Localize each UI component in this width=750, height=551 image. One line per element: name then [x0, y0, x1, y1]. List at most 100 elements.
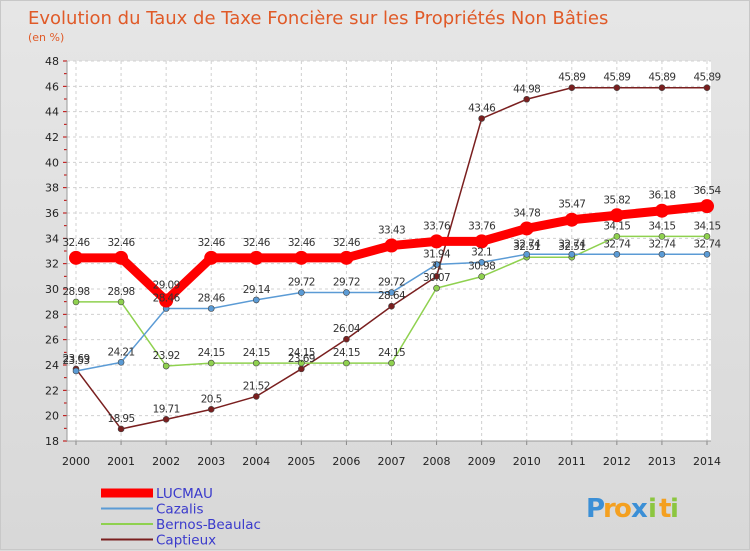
data-point: [703, 84, 711, 92]
data-point: [117, 298, 125, 306]
data-label: 32.1: [471, 246, 492, 258]
data-point: [478, 115, 485, 122]
data-point: [700, 199, 714, 214]
data-point: [613, 233, 621, 240]
data-point: [117, 425, 125, 433]
data-point: [613, 250, 621, 258]
data-label: 23.92: [153, 350, 180, 362]
data-label: 23.69: [62, 353, 89, 365]
data-label: 23.53: [62, 355, 89, 367]
data-label: 36.54: [693, 185, 721, 197]
data-point: [204, 250, 219, 265]
data-label: 32.46: [198, 237, 226, 249]
x-tick-label: 2012: [603, 455, 631, 468]
data-label: 32.51: [558, 241, 585, 253]
data-point: [613, 84, 621, 92]
data-point: [207, 406, 215, 413]
data-point: [658, 84, 666, 92]
data-label: 32.46: [288, 237, 316, 249]
x-tick-label: 2010: [513, 455, 541, 468]
data-label: 32.74: [558, 238, 586, 250]
data-point: [298, 289, 305, 296]
x-tick-label: 2014: [693, 455, 721, 468]
data-point: [252, 296, 260, 304]
data-label: 31: [430, 260, 442, 272]
x-tick-label: 2002: [152, 455, 180, 468]
data-point: [207, 359, 215, 367]
data-point: [294, 250, 309, 265]
logo-letter: x: [631, 494, 648, 524]
data-point: [654, 203, 669, 218]
data-label: 28.46: [198, 293, 226, 305]
y-tick-label: 18: [45, 435, 59, 448]
y-tick-label: 30: [45, 283, 59, 296]
data-point: [298, 359, 305, 367]
legend-label: Captieux: [156, 533, 216, 549]
x-tick-label: 2005: [287, 455, 315, 468]
proxiti-logo: Pro x i ti: [586, 494, 679, 524]
x-tick-label: 2006: [332, 455, 360, 468]
data-point: [249, 250, 264, 265]
data-label: 24.21: [108, 346, 135, 358]
data-label: 32.46: [333, 237, 361, 249]
y-tick-label: 36: [45, 207, 59, 220]
data-label: 33.43: [378, 225, 405, 237]
chart-title: Evolution du Taux de Taxe Foncière sur l…: [28, 8, 608, 29]
logo-letter: t: [659, 494, 671, 524]
data-label: 18.95: [108, 413, 135, 425]
data-point: [433, 284, 440, 292]
x-tick-label: 2007: [378, 455, 406, 468]
data-point: [159, 293, 174, 308]
data-label: 32.46: [108, 237, 136, 249]
y-tick-label: 42: [45, 131, 59, 144]
data-label: 24.15: [243, 347, 270, 359]
data-point: [388, 359, 395, 367]
data-label: 32.74: [603, 238, 631, 250]
data-label: 32.46: [62, 237, 90, 249]
data-label: 33.76: [423, 220, 451, 232]
data-point: [433, 273, 440, 280]
data-point: [703, 250, 711, 258]
data-point: [519, 221, 534, 236]
data-point: [568, 84, 576, 92]
y-tick-label: 34: [45, 232, 59, 245]
data-point: [384, 238, 399, 253]
x-tick-label: 2003: [197, 455, 225, 468]
data-point: [478, 273, 485, 280]
data-point: [658, 250, 666, 258]
data-label: 45.89: [648, 72, 675, 84]
data-label: 26.04: [333, 323, 361, 335]
logo-letter: r: [603, 494, 616, 524]
data-point: [72, 367, 80, 375]
data-label: 34.15: [603, 220, 630, 232]
axes: 18 20 22 24 26 28 30 32 34 36 38 40 42 44 46 48 2000 2001…: [45, 55, 721, 468]
y-tick-label: 32: [45, 258, 59, 271]
data-point: [564, 212, 579, 227]
data-point: [388, 302, 395, 310]
x-tick-label: 2008: [423, 455, 451, 468]
data-label: 29.72: [378, 277, 405, 289]
data-label: 33.76: [468, 220, 496, 232]
data-label: 32.74: [513, 238, 541, 250]
series-lucmau: [69, 199, 714, 308]
data-label: 32.51: [513, 241, 540, 253]
logo-letter: P: [586, 494, 605, 524]
data-point: [252, 393, 260, 400]
data-point: [207, 305, 215, 312]
data-label: 30.98: [468, 261, 495, 273]
data-label: 45.89: [558, 72, 585, 84]
data-label: 43.46: [468, 103, 496, 115]
x-tick-label: 2009: [468, 455, 496, 468]
data-point: [343, 359, 350, 367]
data-label: 36.18: [648, 190, 675, 202]
data-point: [658, 233, 666, 240]
logo-letter: i: [670, 494, 679, 524]
data-point: [388, 289, 395, 296]
data-point: [72, 298, 80, 306]
legend-label: LUCMAU: [156, 486, 213, 502]
y-tick-label: 20: [45, 410, 59, 423]
data-point: [523, 95, 531, 103]
data-point: [478, 259, 485, 266]
data-label: 45.89: [603, 72, 630, 84]
